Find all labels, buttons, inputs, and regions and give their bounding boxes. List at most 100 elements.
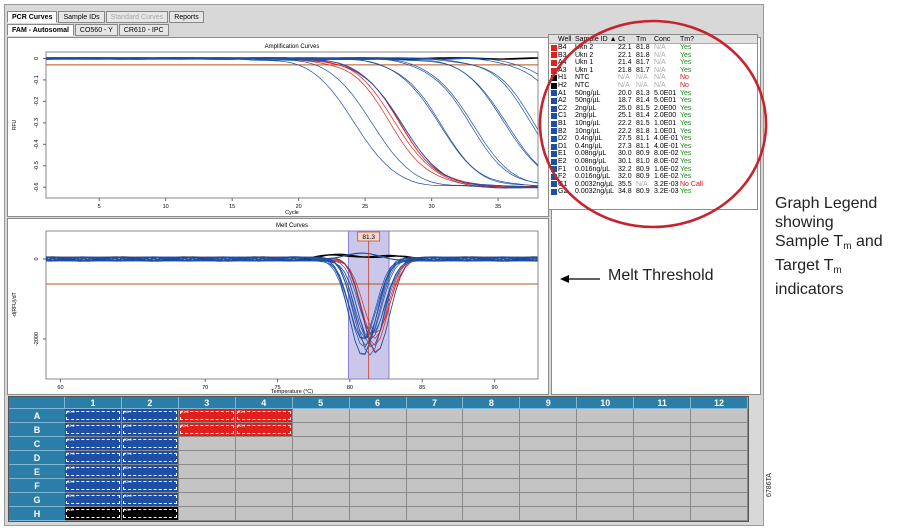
- plate-well[interactable]: [577, 423, 635, 437]
- plate-well[interactable]: [520, 479, 578, 493]
- plate-row-header[interactable]: G: [9, 493, 65, 507]
- plate-well[interactable]: [406, 479, 464, 493]
- plate-well[interactable]: [463, 423, 521, 437]
- plate-well[interactable]: 34.8: [121, 493, 179, 507]
- plate-well[interactable]: [577, 437, 635, 451]
- plate-well[interactable]: [634, 423, 692, 437]
- legend-color-cell[interactable]: [549, 188, 558, 196]
- plate-well[interactable]: [691, 507, 748, 521]
- legend-row[interactable]: B2 10ng/µL 22.2 81.8 1.0E01 Yes: [549, 128, 757, 136]
- plate-well[interactable]: [178, 437, 236, 451]
- plate-well[interactable]: 22.2: [65, 423, 122, 437]
- legend-color-cell[interactable]: [549, 112, 558, 120]
- plate-well[interactable]: [349, 493, 407, 507]
- plate-well[interactable]: 22.1: [178, 423, 236, 437]
- plate-well[interactable]: 21.8: [178, 409, 236, 423]
- legend-color-cell[interactable]: [549, 173, 558, 181]
- plate-well[interactable]: 18.7: [121, 409, 179, 423]
- legend-color-cell[interactable]: [549, 52, 558, 60]
- legend-row[interactable]: F1 0.016ng/µL 32.2 80.9 1.6E-02 Yes: [549, 166, 757, 174]
- plate-row-header[interactable]: F: [9, 479, 65, 493]
- legend-color-cell[interactable]: [549, 135, 558, 143]
- plate-col-header[interactable]: 7: [406, 397, 464, 409]
- channel-tab-fam-autosomal[interactable]: FAM - Autosomal: [7, 24, 74, 36]
- plate-well[interactable]: [634, 493, 692, 507]
- plate-well[interactable]: [577, 451, 635, 465]
- plate-well[interactable]: [520, 437, 578, 451]
- plate-col-header[interactable]: 10: [577, 397, 635, 409]
- plate-col-header[interactable]: 2: [121, 397, 179, 409]
- legend-row[interactable]: F2 0.016ng/µL 32.0 80.9 1.6E-02 Yes: [549, 173, 757, 181]
- melt-tm-marker-box[interactable]: [357, 231, 381, 242]
- plate-row-header[interactable]: D: [9, 451, 65, 465]
- plate-well[interactable]: [406, 451, 464, 465]
- plate-well[interactable]: [634, 479, 692, 493]
- plate-well[interactable]: [577, 479, 635, 493]
- plate-col-header[interactable]: 1: [65, 397, 122, 409]
- plate-well[interactable]: [463, 437, 521, 451]
- legend-color-cell[interactable]: [549, 59, 558, 67]
- plate-col-header[interactable]: 11: [634, 397, 692, 409]
- plate-well[interactable]: 25.0: [121, 437, 179, 451]
- plate-well[interactable]: [349, 507, 407, 521]
- plate-well[interactable]: 22.2: [121, 423, 179, 437]
- plate-well[interactable]: [577, 465, 635, 479]
- plate-well[interactable]: 21.4: [235, 409, 293, 423]
- legend-color-cell[interactable]: [549, 166, 558, 174]
- legend-row[interactable]: A3 Ukn 1 21.8 81.7 N/A Yes: [549, 67, 757, 75]
- plate-well[interactable]: [406, 423, 464, 437]
- legend-color-cell[interactable]: [549, 120, 558, 128]
- legend-row[interactable]: G2 0.0032ng/µL 34.8 80.9 3.2E-03 Yes: [549, 188, 757, 196]
- plate-well[interactable]: [463, 451, 521, 465]
- plate-well[interactable]: [235, 437, 293, 451]
- legend-col-tm-ok[interactable]: Tm?: [680, 36, 694, 43]
- plate-well[interactable]: [178, 479, 236, 493]
- legend-col-conc[interactable]: Conc: [654, 36, 671, 43]
- plate-well[interactable]: [577, 507, 635, 521]
- plate-well[interactable]: [634, 507, 692, 521]
- legend-col-sample-id[interactable]: Sample ID ▲: [575, 36, 617, 43]
- plate-well[interactable]: 25.1: [65, 437, 122, 451]
- legend-color-cell[interactable]: [549, 143, 558, 151]
- plate-well[interactable]: [235, 451, 293, 465]
- plate-well[interactable]: [520, 507, 578, 521]
- tab-reports[interactable]: Reports: [169, 11, 204, 23]
- channel-tab-co560-y[interactable]: CO560 - Y: [74, 24, 118, 36]
- plate-well[interactable]: [292, 479, 350, 493]
- tab-pcr-curves[interactable]: PCR Curves: [7, 11, 58, 23]
- plate-well[interactable]: [178, 465, 236, 479]
- plate-well[interactable]: [634, 409, 692, 423]
- plate-well[interactable]: 22.1: [235, 423, 293, 437]
- legend-color-cell[interactable]: [549, 128, 558, 136]
- legend-row[interactable]: B3 Ukn 2 22.1 81.8 N/A Yes: [549, 52, 757, 60]
- plate-well[interactable]: 20.0: [65, 409, 122, 423]
- legend-color-cell[interactable]: [549, 44, 558, 52]
- plate-well[interactable]: [691, 423, 748, 437]
- plate-col-header[interactable]: 4: [235, 397, 293, 409]
- plate-well[interactable]: [463, 493, 521, 507]
- plate-well[interactable]: [292, 507, 350, 521]
- plate-well[interactable]: [577, 493, 635, 507]
- legend-row[interactable]: A2 50ng/µL 18.7 81.4 5.0E01 Yes: [549, 97, 757, 105]
- legend-color-cell[interactable]: [549, 74, 558, 82]
- legend-row[interactable]: A1 50ng/µL 20.0 81.3 5.0E01 Yes: [549, 90, 757, 98]
- plate-well[interactable]: 27.3: [65, 451, 122, 465]
- plate-well[interactable]: [577, 409, 635, 423]
- plate-well[interactable]: [406, 437, 464, 451]
- legend-color-cell[interactable]: [549, 82, 558, 90]
- legend-color-cell[interactable]: [549, 67, 558, 75]
- plate-well[interactable]: [292, 465, 350, 479]
- legend-color-cell[interactable]: [549, 105, 558, 113]
- plate-well[interactable]: N/A: [121, 507, 179, 521]
- plate-well[interactable]: [463, 409, 521, 423]
- plate-well[interactable]: [520, 409, 578, 423]
- plate-row-header[interactable]: B: [9, 423, 65, 437]
- plate-well[interactable]: [691, 479, 748, 493]
- plate-row-header[interactable]: A: [9, 409, 65, 423]
- plate-well[interactable]: [406, 409, 464, 423]
- plate-well[interactable]: [634, 465, 692, 479]
- legend-color-cell[interactable]: [549, 150, 558, 158]
- plate-well[interactable]: [463, 507, 521, 521]
- legend-row[interactable]: B4 Ukn 2 22.1 81.8 N/A Yes: [549, 44, 757, 52]
- plate-well[interactable]: [406, 493, 464, 507]
